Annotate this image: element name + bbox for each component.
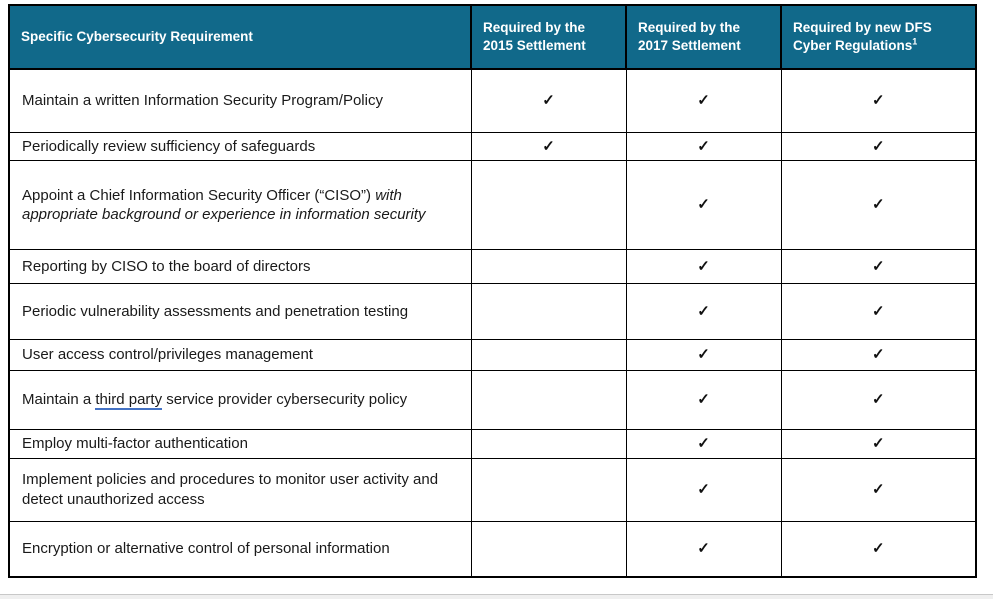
check-2017-cell: ✓ xyxy=(625,370,782,430)
check-2017-cell: ✓ xyxy=(625,131,782,161)
table-row: Employ multi-factor authentication ✓ ✓ xyxy=(8,429,977,459)
third-party-link[interactable]: third party xyxy=(95,391,163,411)
check-2015-cell xyxy=(470,370,627,430)
table-row: User access control/privileges managemen… xyxy=(8,339,977,371)
check-dfs-cell: ✓ xyxy=(780,68,977,133)
requirement-cell: Employ multi-factor authentication xyxy=(8,429,472,459)
requirement-text: Appoint a Chief Information Security Off… xyxy=(22,186,376,204)
checkmark-icon: ✓ xyxy=(697,196,710,214)
checkmark-icon: ✓ xyxy=(871,137,885,155)
checkmark-icon: ✓ xyxy=(871,540,885,557)
header-requirement: Specific Cybersecurity Requirement xyxy=(8,4,472,70)
table-row: Maintain a written Information Security … xyxy=(8,68,977,133)
checkmark-icon: ✓ xyxy=(871,435,885,452)
check-2015-cell xyxy=(470,429,627,459)
table-row: Maintain a third party service provider … xyxy=(8,370,977,430)
check-2015-cell: ✓ xyxy=(470,68,627,133)
check-dfs-cell: ✓ xyxy=(780,131,977,161)
requirement-cell: User access control/privileges managemen… xyxy=(8,339,472,371)
header-dfs-regulations: Required by new DFS Cyber Regulations1 xyxy=(780,4,977,70)
check-dfs-cell: ✓ xyxy=(780,249,977,284)
checkmark-icon: ✓ xyxy=(871,480,885,498)
table-row: Encryption or alternative control of per… xyxy=(8,520,977,578)
check-2017-cell: ✓ xyxy=(625,68,782,133)
checkmark-icon: ✓ xyxy=(542,92,555,109)
requirement-cell: Maintain a third party service provider … xyxy=(8,370,472,430)
check-2017-cell: ✓ xyxy=(625,520,782,578)
checkmark-icon: ✓ xyxy=(697,540,710,557)
check-2015-cell xyxy=(470,249,627,284)
table-row: Reporting by CISO to the board of direct… xyxy=(8,249,977,284)
checkmark-icon: ✓ xyxy=(697,257,710,275)
page-bottom-rule xyxy=(0,594,993,599)
checkmark-icon: ✓ xyxy=(697,302,710,320)
checkmark-icon: ✓ xyxy=(697,435,710,452)
checkmark-icon: ✓ xyxy=(871,257,885,275)
requirement-text: Periodically review sufficiency of safeg… xyxy=(22,137,316,155)
check-2017-cell: ✓ xyxy=(625,283,782,340)
checkmark-icon: ✓ xyxy=(697,391,710,409)
header-2017-settlement: Required by the 2017 Settlement xyxy=(625,4,782,70)
requirement-cell: Periodic vulnerability assessments and p… xyxy=(8,283,472,340)
table-row: Implement policies and procedures to mon… xyxy=(8,457,977,522)
requirement-text: Encryption or alternative control of per… xyxy=(22,540,390,557)
checkmark-icon: ✓ xyxy=(697,480,710,498)
check-2015-cell xyxy=(470,283,627,340)
check-2017-cell: ✓ xyxy=(625,160,782,250)
check-dfs-cell: ✓ xyxy=(780,339,977,371)
requirement-text: service provider cybersecurity policy xyxy=(162,391,408,409)
checkmark-icon: ✓ xyxy=(871,92,885,109)
check-dfs-cell: ✓ xyxy=(780,429,977,459)
requirement-text: Maintain a written Information Security … xyxy=(22,92,383,109)
check-2015-cell xyxy=(470,457,627,522)
checkmark-icon: ✓ xyxy=(697,92,710,109)
requirement-cell: Encryption or alternative control of per… xyxy=(8,520,472,578)
table-row: Periodic vulnerability assessments and p… xyxy=(8,283,977,340)
check-2015-cell xyxy=(470,520,627,578)
table-row: Appoint a Chief Information Security Off… xyxy=(8,160,977,250)
header-row: Specific Cybersecurity Requirement Requi… xyxy=(8,4,977,70)
requirement-cell: Reporting by CISO to the board of direct… xyxy=(8,249,472,284)
table-row: Periodically review sufficiency of safeg… xyxy=(8,131,977,161)
checkmark-icon: ✓ xyxy=(871,196,885,214)
requirement-text-italic: with appropriate background or experienc… xyxy=(22,186,426,224)
requirement-text: Periodic vulnerability assessments and p… xyxy=(22,302,409,320)
checkmark-icon: ✓ xyxy=(871,302,885,320)
check-dfs-cell: ✓ xyxy=(780,520,977,578)
requirement-text: Employ multi-factor authentication xyxy=(22,435,248,452)
cybersecurity-requirements-table: Specific Cybersecurity Requirement Requi… xyxy=(8,4,977,578)
requirement-cell: Periodically review sufficiency of safeg… xyxy=(8,131,472,161)
footnote-marker-icon: 1 xyxy=(912,36,918,47)
check-dfs-cell: ✓ xyxy=(780,283,977,340)
check-2017-cell: ✓ xyxy=(625,249,782,284)
requirement-text: User access control/privileges managemen… xyxy=(22,346,313,364)
header-2015-settlement: Required by the 2015 Settlement xyxy=(470,4,627,70)
check-dfs-cell: ✓ xyxy=(780,457,977,522)
requirement-text: Maintain a xyxy=(22,391,96,409)
check-2017-cell: ✓ xyxy=(625,457,782,522)
requirement-text: Reporting by CISO to the board of direct… xyxy=(22,257,311,275)
checkmark-icon: ✓ xyxy=(697,137,710,155)
header-dfs-label: Required by new DFS Cyber Regulations xyxy=(793,19,932,53)
check-2017-cell: ✓ xyxy=(625,429,782,459)
check-2015-cell xyxy=(470,339,627,371)
checkmark-icon: ✓ xyxy=(871,391,885,409)
check-dfs-cell: ✓ xyxy=(780,370,977,430)
requirement-cell: Appoint a Chief Information Security Off… xyxy=(8,160,472,250)
check-dfs-cell: ✓ xyxy=(780,160,977,250)
checkmark-icon: ✓ xyxy=(542,137,555,155)
requirement-cell: Implement policies and procedures to mon… xyxy=(8,457,472,522)
requirement-cell: Maintain a written Information Security … xyxy=(8,68,472,133)
check-2017-cell: ✓ xyxy=(625,339,782,371)
check-2015-cell: ✓ xyxy=(470,131,627,161)
requirement-text: Implement policies and procedures to mon… xyxy=(22,471,439,508)
check-2015-cell xyxy=(470,160,627,250)
checkmark-icon: ✓ xyxy=(871,346,885,364)
checkmark-icon: ✓ xyxy=(697,346,710,364)
